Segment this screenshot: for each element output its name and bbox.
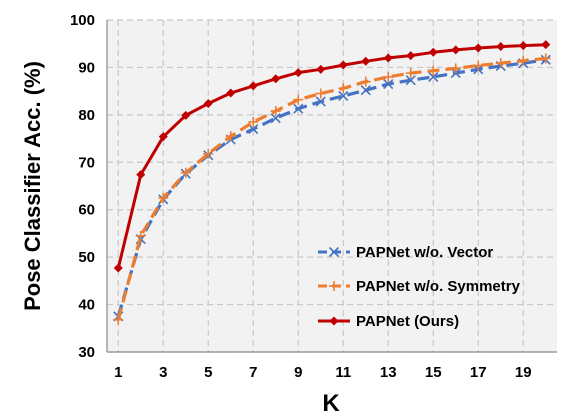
y-tick-label: 50	[78, 249, 95, 266]
data-point-diamond-marker	[271, 74, 281, 84]
data-point-diamond-marker	[383, 53, 393, 63]
series-group	[113, 40, 551, 325]
data-point-plus-marker	[113, 314, 124, 325]
x-tick-label: 19	[515, 364, 532, 381]
legend-item: PAPNet w/o. Symmetry	[318, 278, 521, 295]
data-point-diamond-marker	[496, 42, 506, 52]
legend-item: PAPNet w/o. Vector	[318, 244, 493, 261]
y-tick-labels: 30 40 50 60 70 80 90 100	[70, 12, 95, 361]
y-axis-title: Pose Classifier Acc. (%)	[20, 61, 45, 311]
data-point-x-marker	[315, 96, 326, 107]
data-point-plus-marker	[203, 148, 214, 159]
x-tick-label: 17	[470, 364, 487, 381]
legend-label: PAPNet w/o. Vector	[356, 244, 493, 261]
data-point-diamond-marker	[203, 98, 213, 108]
data-point-diamond-marker	[136, 170, 146, 180]
x-tick-label: 9	[294, 364, 302, 381]
y-tick-label: 60	[78, 202, 95, 219]
legend-item: PAPNet (Ours)	[318, 313, 459, 330]
x-tick-label: 13	[380, 364, 397, 381]
data-point-x-marker	[270, 113, 281, 124]
y-tick-label: 70	[78, 154, 95, 171]
data-point-x-marker	[328, 246, 340, 258]
axes	[106, 20, 557, 353]
x-tick-label: 5	[204, 364, 212, 381]
data-point-plus-marker	[315, 88, 326, 99]
x-tick-label: 7	[249, 364, 257, 381]
data-point-plus-marker	[518, 55, 529, 66]
y-tick-label: 30	[78, 344, 95, 361]
data-point-plus-marker	[248, 116, 259, 127]
data-point-plus-marker	[158, 192, 169, 203]
x-tick-label: 15	[425, 364, 442, 381]
data-point-plus-marker	[405, 68, 416, 79]
y-tick-label: 100	[70, 12, 95, 29]
data-point-diamond-marker	[248, 81, 258, 91]
x-tick-label: 3	[159, 364, 167, 381]
data-point-diamond-marker	[518, 41, 528, 51]
x-tick-label: 11	[335, 364, 351, 381]
y-tick-label: 90	[78, 59, 95, 76]
data-point-diamond-marker	[181, 110, 191, 120]
data-point-plus-marker	[428, 65, 439, 76]
data-point-plus-marker	[450, 63, 461, 74]
data-point-plus-marker	[270, 106, 281, 117]
data-point-diamond-marker	[329, 316, 339, 326]
data-point-diamond-marker	[158, 132, 168, 142]
data-point-plus-marker	[329, 281, 339, 291]
data-point-diamond-marker	[113, 263, 123, 273]
data-point-x-marker	[383, 78, 394, 90]
data-point-plus-marker	[473, 60, 484, 71]
x-tick-label: 1	[114, 364, 122, 381]
series-2	[113, 53, 551, 325]
data-point-diamond-marker	[473, 43, 483, 53]
legend: PAPNet w/o. Vector PAPNet w/o. Symmetry PA…	[318, 244, 521, 330]
legend-label: PAPNet (Ours)	[356, 313, 459, 330]
data-point-diamond-marker	[316, 64, 326, 74]
data-point-plus-marker	[360, 76, 371, 87]
data-point-diamond-marker	[338, 60, 348, 70]
data-point-plus-marker	[225, 131, 236, 142]
data-point-diamond-marker	[226, 88, 236, 98]
data-point-x-marker	[338, 90, 349, 101]
y-tick-label: 80	[78, 107, 95, 124]
data-point-plus-marker	[338, 83, 349, 94]
data-point-diamond-marker	[406, 51, 416, 61]
data-point-plus-marker	[135, 230, 146, 241]
data-point-diamond-marker	[293, 68, 303, 78]
data-point-diamond-marker	[541, 40, 551, 50]
data-point-x-marker	[428, 71, 439, 82]
series-3	[113, 40, 551, 273]
data-point-plus-marker	[180, 167, 191, 178]
data-point-plus-marker	[383, 71, 394, 82]
data-point-diamond-marker	[361, 56, 371, 66]
data-point-diamond-marker	[451, 45, 461, 55]
data-point-x-marker	[293, 103, 304, 114]
data-point-plus-marker	[540, 53, 551, 64]
data-point-x-marker	[405, 75, 416, 86]
data-point-plus-marker	[495, 58, 506, 69]
data-point-diamond-marker	[428, 47, 438, 57]
legend-label: PAPNet w/o. Symmetry	[356, 278, 521, 295]
x-axis-title: K	[322, 390, 340, 417]
data-point-x-marker	[360, 85, 371, 96]
plot-area	[107, 20, 557, 352]
y-tick-label: 40	[78, 297, 95, 314]
data-point-plus-marker	[293, 94, 304, 105]
data-point-x-marker	[248, 124, 259, 135]
x-tick-labels: 1 3 5 7 9 11 13 15 17 19	[114, 364, 532, 381]
